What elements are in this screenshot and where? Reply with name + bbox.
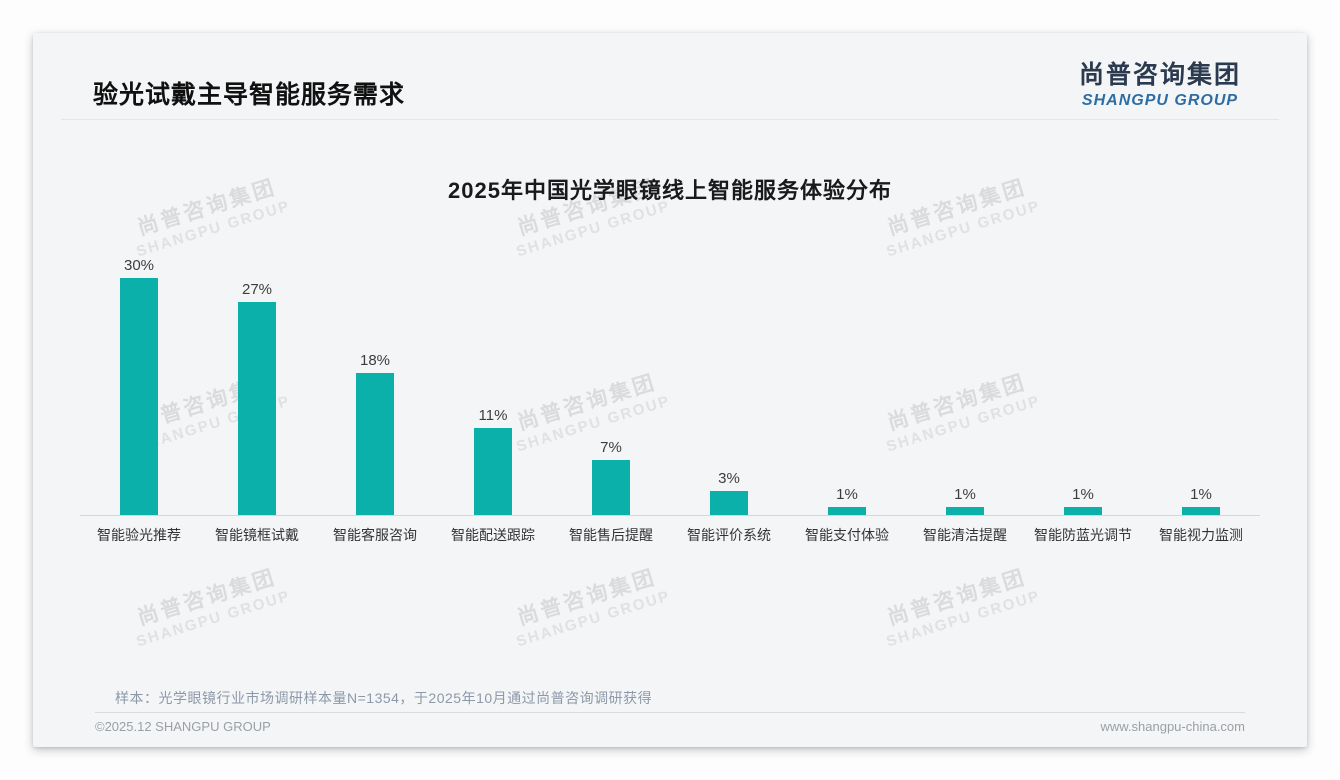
category-label: 智能视力监测 — [1159, 527, 1243, 543]
bar-slot: 11% — [434, 407, 552, 515]
bar[interactable] — [356, 373, 394, 515]
category-label: 智能支付体验 — [805, 527, 889, 543]
category-label: 智能清洁提醒 — [923, 527, 1007, 543]
bar-value-label: 1% — [1190, 486, 1212, 503]
bar-value-label: 1% — [1072, 486, 1094, 503]
bar-slot: 27% — [198, 281, 316, 515]
x-axis-line — [80, 515, 1260, 516]
bar[interactable] — [710, 491, 748, 515]
bar-value-label: 1% — [836, 486, 858, 503]
bar[interactable] — [946, 507, 984, 515]
copyright-text: ©2025.12 SHANGPU GROUP — [95, 719, 271, 734]
footer-divider — [95, 712, 1245, 713]
bar-value-label: 3% — [718, 470, 740, 487]
watermark: 尚普咨询集团 SHANGPU GROUP — [884, 565, 1043, 651]
bar-slot: 7% — [552, 439, 670, 515]
bar-value-label: 27% — [241, 281, 273, 298]
header-divider — [61, 119, 1279, 120]
bar-chart: 2025年中国光学眼镜线上智能服务体验分布 30% 27% 18% 11% 7% 3% 1%… — [80, 173, 1260, 545]
slide-card: 尚普咨询集团 SHANGPU GROUP 尚普咨询集团 SHANGPU GROUP 尚普… — [33, 33, 1307, 747]
bar[interactable] — [1182, 507, 1220, 515]
bar-value-label: 11% — [478, 407, 508, 424]
category-label: 智能评价系统 — [687, 527, 771, 543]
bar-slot: 1% — [1024, 486, 1142, 515]
logo-chinese-text: 尚普咨询集团 — [1078, 61, 1241, 89]
category-label: 智能验光推荐 — [97, 527, 181, 543]
bar[interactable] — [592, 460, 630, 515]
bar-value-label: 18% — [359, 352, 391, 369]
page-title: 验光试戴主导智能服务需求 — [93, 81, 406, 109]
bar[interactable] — [1064, 507, 1102, 515]
bar-slot: 3% — [670, 470, 788, 515]
bar-slot: 18% — [316, 352, 434, 515]
bar-value-label: 7% — [600, 439, 622, 456]
company-logo: 尚普咨询集团 SHANGPU GROUP — [1079, 55, 1241, 110]
bar-value-label: 30% — [123, 257, 155, 274]
watermark: 尚普咨询集团 SHANGPU GROUP — [134, 565, 293, 651]
bar-slot: 30% — [80, 257, 198, 515]
logo-english-text: SHANGPU GROUP — [1081, 92, 1239, 109]
footer-bar: ©2025.12 SHANGPU GROUP www.shangpu-china… — [95, 719, 1245, 734]
bars-row: 30% 27% 18% 11% 7% 3% 1% 1% 1% 1% — [80, 243, 1260, 515]
bar-slot: 1% — [1142, 486, 1260, 515]
category-label: 智能配送跟踪 — [451, 527, 535, 543]
bar-slot: 1% — [906, 486, 1024, 515]
watermark: 尚普咨询集团 SHANGPU GROUP — [514, 565, 673, 651]
category-label: 智能客服咨询 — [333, 527, 417, 543]
website-url: www.shangpu-china.com — [1100, 719, 1245, 734]
category-label: 智能镜框试戴 — [215, 527, 299, 543]
chart-title: 2025年中国光学眼镜线上智能服务体验分布 — [448, 178, 892, 203]
bar[interactable] — [828, 507, 866, 515]
bar-slot: 1% — [788, 486, 906, 515]
bar[interactable] — [120, 278, 158, 515]
bar[interactable] — [474, 428, 512, 515]
bar[interactable] — [238, 302, 276, 515]
category-label: 智能防蓝光调节 — [1034, 527, 1132, 543]
bar-value-label: 1% — [954, 486, 976, 503]
category-label: 智能售后提醒 — [569, 527, 653, 543]
category-labels-row: 智能验光推荐 智能镜框试戴 智能客服咨询 智能配送跟踪 智能售后提醒 智能评价系统 智能支付… — [80, 525, 1260, 545]
sample-note: 样本：光学眼镜行业市场调研样本量N=1354，于2025年10月通过尚普咨询调研… — [115, 690, 653, 706]
